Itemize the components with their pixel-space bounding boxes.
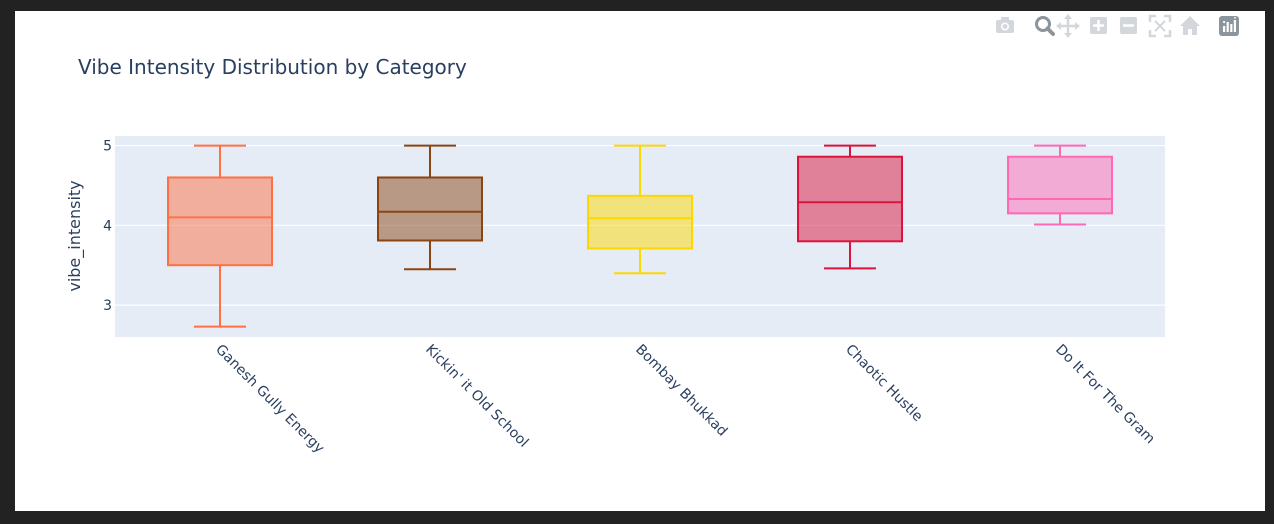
autoscale-icon[interactable] xyxy=(1148,14,1172,38)
box-body xyxy=(797,155,903,243)
zoom-out-icon[interactable] xyxy=(1120,17,1137,34)
y-tick-label: 5 xyxy=(103,139,112,155)
box-series xyxy=(167,144,1113,328)
plotly-logo-icon[interactable] xyxy=(1219,16,1239,36)
reset-axes-icon[interactable] xyxy=(1180,16,1200,35)
box-body xyxy=(377,176,483,242)
y-tick-label: 3 xyxy=(103,298,112,314)
camera-icon[interactable] xyxy=(996,17,1014,33)
y-axis-ticks: 3 4 5 xyxy=(103,139,112,315)
zoom-icon[interactable] xyxy=(1035,16,1055,36)
box-body xyxy=(587,194,693,250)
box-2[interactable] xyxy=(587,144,693,275)
x-tick-label: Kickin' it Old School xyxy=(422,342,531,451)
x-axis-ticks: Ganesh Gully Energy Kickin' it Old School… xyxy=(212,342,1158,457)
chart-svg: Vibe Intensity Distribution by Category … xyxy=(65,55,1165,457)
box-3[interactable] xyxy=(797,144,903,270)
x-tick-label: Ganesh Gully Energy xyxy=(212,342,327,457)
pan-icon[interactable] xyxy=(1056,14,1080,38)
x-tick-label: Chaotic Hustle xyxy=(842,342,925,425)
box-body xyxy=(167,176,273,267)
zoom-in-icon[interactable] xyxy=(1090,17,1107,34)
box-4[interactable] xyxy=(1007,144,1113,226)
y-tick-label: 4 xyxy=(103,218,112,234)
modebar xyxy=(996,14,1239,38)
chart-container: Vibe Intensity Distribution by Category … xyxy=(15,11,1265,511)
y-axis-title: vibe_intensity xyxy=(65,180,85,291)
box-0[interactable] xyxy=(167,144,273,328)
x-tick-label: Do It For The Gram xyxy=(1052,342,1158,448)
x-tick-label: Bombay Bhukkad xyxy=(632,342,730,440)
chart-title: Vibe Intensity Distribution by Category xyxy=(78,55,467,79)
box-body xyxy=(1007,155,1113,215)
box-1[interactable] xyxy=(377,144,483,271)
